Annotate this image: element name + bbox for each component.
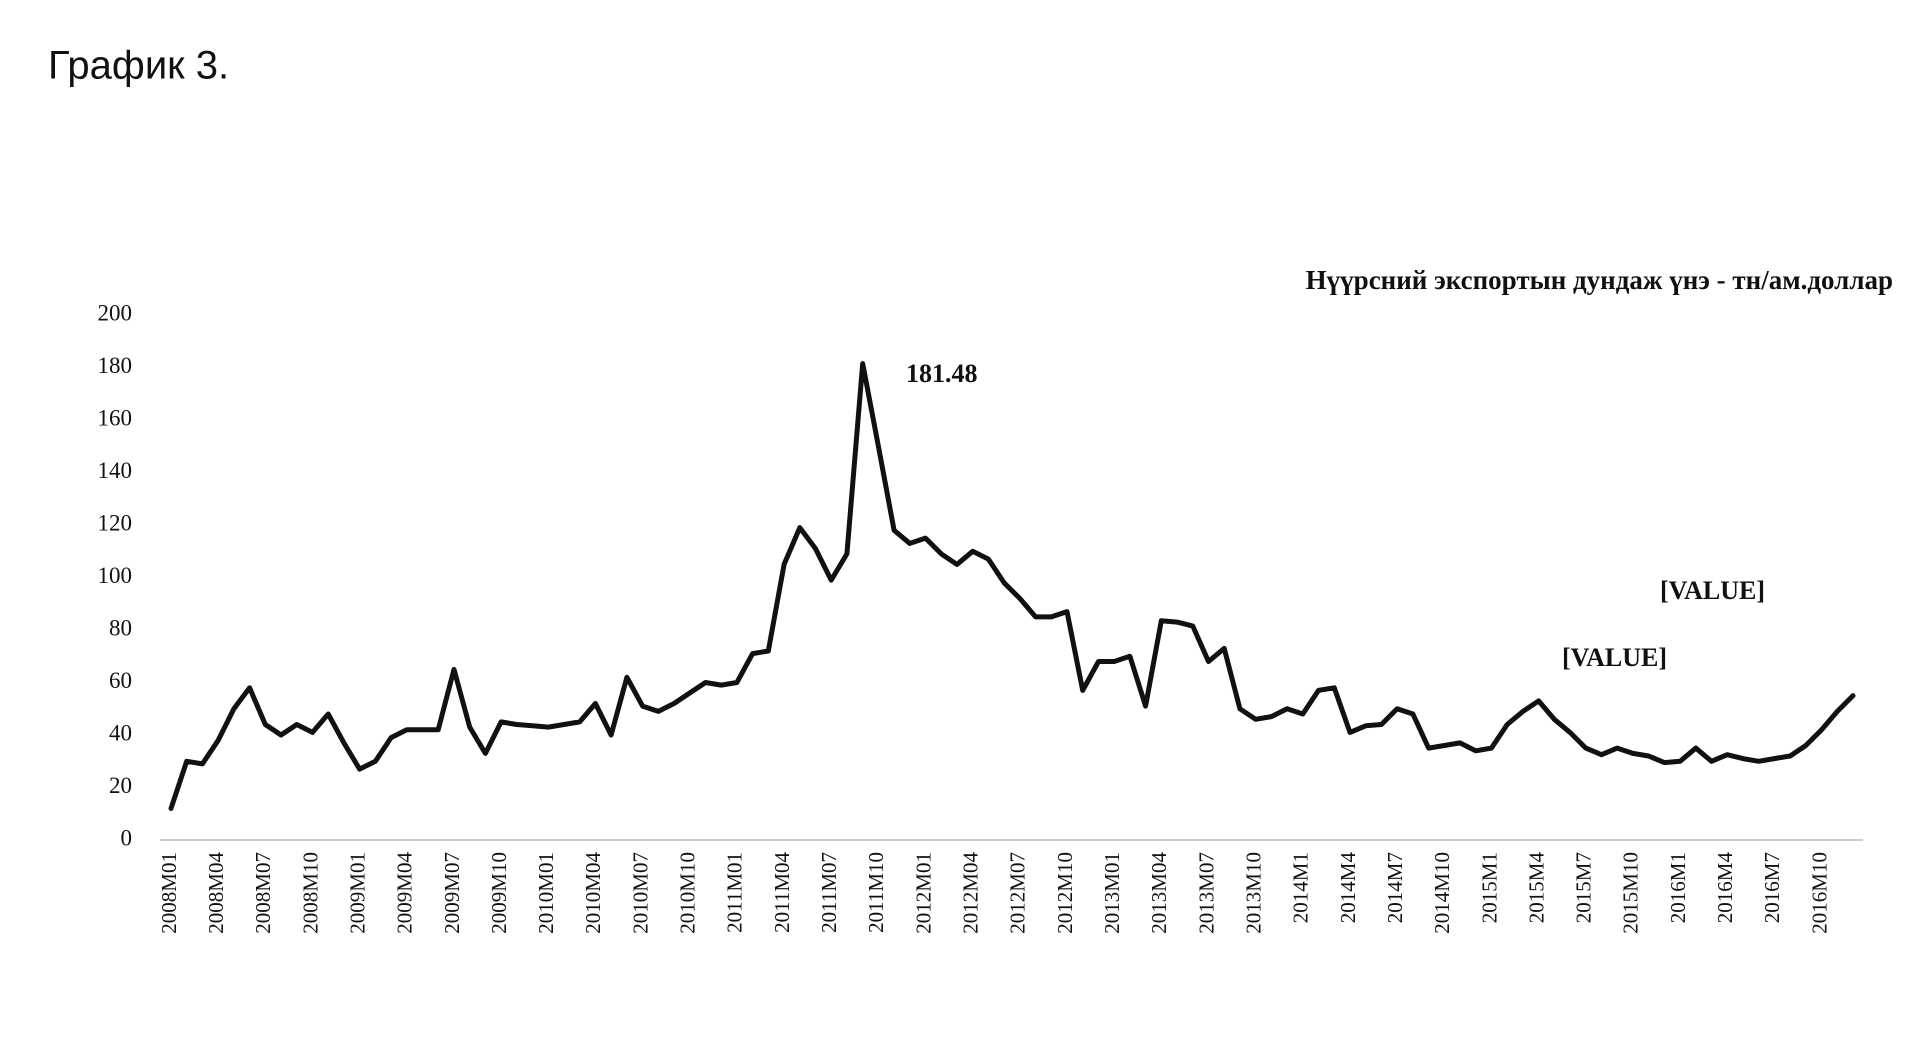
x-tick-label: 2008M01 (157, 852, 181, 934)
y-tick-label: 100 (98, 563, 133, 588)
x-tick-label: 2016M10 (1807, 852, 1831, 934)
x-tick-label: 2015M1 (1477, 852, 1501, 923)
x-tick-label: 2016M7 (1760, 852, 1784, 923)
x-tick-label: 2008M04 (204, 852, 228, 934)
x-tick-label: 2008M07 (251, 852, 275, 934)
x-tick-label: 2011M04 (770, 852, 794, 933)
x-tick-label: 2012M07 (1006, 852, 1030, 934)
x-tick-label: 2010M07 (628, 852, 652, 934)
x-tick-label: 2014M7 (1383, 852, 1407, 923)
x-tick-label: 2009M10 (487, 852, 511, 934)
x-tick-label: 2012M04 (959, 852, 983, 934)
x-tick-label: 2009M04 (393, 852, 417, 934)
x-tick-label: 2008M10 (298, 852, 322, 934)
x-tick-label: 2011M07 (817, 852, 841, 933)
y-tick-label: 40 (109, 720, 132, 745)
x-tick-label: 2012M01 (911, 852, 935, 934)
annotation: 181.48 (906, 359, 978, 388)
x-tick-label: 2015M7 (1572, 852, 1596, 923)
y-tick-label: 120 (98, 510, 133, 535)
heading: График 3. (48, 44, 229, 88)
y-tick-label: 140 (98, 458, 133, 483)
x-tick-label: 2015M10 (1619, 852, 1643, 934)
data-line (168, 361, 1856, 811)
y-tick-label: 200 (98, 300, 133, 325)
x-tick-label: 2013M07 (1194, 852, 1218, 934)
x-tick-label: 2016M1 (1666, 852, 1690, 923)
x-tick-label: 2010M04 (581, 852, 605, 934)
x-tick-label: 2014M4 (1336, 852, 1360, 924)
x-tick-label: 2014M10 (1430, 852, 1454, 934)
x-tick-label: 2009M01 (345, 852, 369, 934)
x-tick-label: 2012M10 (1053, 852, 1077, 934)
y-tick-label: 160 (98, 405, 133, 430)
x-tick-label: 2011M10 (864, 852, 888, 933)
x-tick-label: 2013M10 (1241, 852, 1265, 934)
chart-title: Нүүрсний экспортын дундаж үнэ - тн/ам.до… (1306, 265, 1893, 295)
annotation: [VALUE] (1562, 643, 1667, 672)
annotation: [VALUE] (1660, 576, 1765, 605)
x-tick-label: 2011M01 (723, 852, 747, 933)
x-tick-label: 2010M01 (534, 852, 558, 934)
y-tick-label: 60 (109, 668, 132, 693)
y-tick-label: 80 (109, 615, 132, 640)
x-tick-label: 2014M1 (1289, 852, 1313, 923)
x-tick-label: 2016M4 (1713, 852, 1737, 924)
x-tick-label: 2009M07 (440, 852, 464, 934)
x-tick-label: 2010M10 (676, 852, 700, 934)
y-tick-label: 0 (121, 825, 133, 850)
x-tick-label: 2013M01 (1100, 852, 1124, 934)
x-tick-label: 2013M04 (1147, 852, 1171, 934)
y-tick-label: 180 (98, 353, 133, 378)
y-tick-label: 20 (109, 773, 132, 798)
x-tick-label: 2015M4 (1524, 852, 1548, 924)
